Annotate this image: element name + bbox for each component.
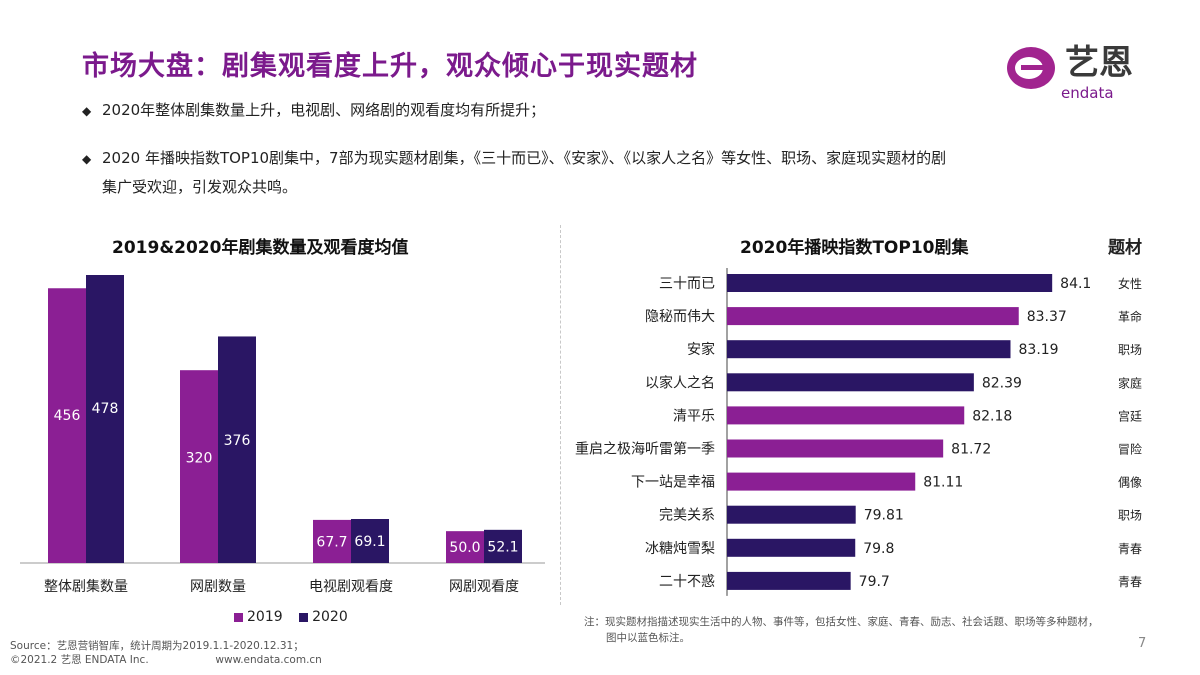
bullet-2-continuation: 集广受欢迎，引发观众共鸣。 bbox=[102, 178, 298, 196]
bar-label-2020-2: 69.1 bbox=[354, 534, 385, 550]
bar-label-2019-1: 320 bbox=[186, 451, 213, 467]
hbar-value-5: 81.72 bbox=[951, 442, 991, 458]
drama-name-1: 隐秘而伟大 bbox=[645, 309, 715, 325]
theme-label-6: 偶像 bbox=[1118, 476, 1142, 490]
legend-item-2020: 2020 bbox=[299, 609, 348, 625]
bar-label-2019-2: 67.7 bbox=[316, 534, 347, 550]
drama-name-4: 清平乐 bbox=[673, 408, 715, 424]
drama-name-5: 重启之极海听雷第一季 bbox=[575, 441, 715, 458]
hbar-value-3: 82.39 bbox=[982, 375, 1022, 391]
bullet-2-text: 2020 年播映指数TOP10剧集中，7部为现实题材剧集，《三十而已》、《安家》… bbox=[102, 149, 947, 167]
hbar-value-6: 81.11 bbox=[923, 475, 963, 491]
legend-item-2019: 2019 bbox=[234, 609, 283, 625]
bar-label-2020-1: 376 bbox=[224, 433, 251, 449]
legend-label-2020: 2020 bbox=[312, 609, 348, 625]
bar-2020-1 bbox=[218, 336, 256, 563]
theme-label-8: 青春 bbox=[1118, 542, 1142, 556]
logo-cn-text: 艺恩 bbox=[1065, 43, 1133, 83]
theme-label-9: 青春 bbox=[1118, 575, 1142, 589]
theme-label-2: 职场 bbox=[1118, 343, 1142, 357]
category-label-0: 整体剧集数量 bbox=[44, 578, 128, 595]
source-line-1: Source：艺恩营销智库，统计周期为2019.1.1-2020.12.31； bbox=[10, 640, 304, 652]
drama-name-9: 二十不惑 bbox=[659, 574, 715, 590]
theme-label-0: 女性 bbox=[1118, 276, 1142, 291]
legend: 2019 2020 bbox=[234, 609, 360, 625]
hbar-9 bbox=[727, 571, 851, 590]
drama-name-8: 冰糖炖雪梨 bbox=[645, 541, 715, 557]
hbar-4 bbox=[727, 406, 965, 425]
bar-label-2019-0: 456 bbox=[54, 408, 81, 424]
bar-label-2020-3: 52.1 bbox=[487, 539, 518, 555]
legend-label-2019: 2019 bbox=[247, 609, 283, 625]
hbar-6 bbox=[727, 472, 916, 491]
hbar-5 bbox=[727, 439, 944, 458]
drama-name-0: 三十而已 bbox=[659, 276, 715, 292]
category-label-3: 网剧观看度 bbox=[449, 579, 519, 595]
legend-swatch-2020 bbox=[299, 612, 309, 622]
hbar-value-7: 79.81 bbox=[864, 508, 904, 524]
logo-en-text: endata bbox=[1061, 84, 1114, 102]
chart-divider bbox=[560, 225, 561, 605]
theme-label-1: 革命 bbox=[1118, 309, 1142, 324]
hbar-value-9: 79.7 bbox=[859, 574, 890, 590]
bullet-1: ◆ 2020年整体剧集数量上升，电视剧、网络剧的观看度均有所提升； bbox=[82, 96, 545, 125]
theme-label-7: 职场 bbox=[1118, 509, 1142, 523]
left-bar-chart: 456 478 整体剧集数量 320 376 网剧数量 67.7 69.1 电视剧观看度 50.0… bbox=[20, 275, 545, 595]
hbar-value-1: 83.37 bbox=[1027, 309, 1067, 325]
page-title: 市场大盘：剧集观看度上升，观众倾心于现实题材 bbox=[82, 51, 698, 82]
hbar-value-0: 84.1 bbox=[1060, 276, 1091, 292]
bar-2019-3 bbox=[446, 531, 484, 563]
bar-2020-3 bbox=[484, 529, 522, 563]
hbar-2 bbox=[727, 340, 1011, 359]
hbar-value-2: 83.19 bbox=[1019, 342, 1059, 358]
bar-2019-0 bbox=[48, 288, 86, 563]
bar-2019-1 bbox=[180, 370, 218, 563]
hbar-value-4: 82.18 bbox=[972, 408, 1012, 424]
page-number: 7 bbox=[1138, 636, 1147, 651]
source-text: Source：艺恩营销智库，统计周期为2019.1.1-2020.12.31； … bbox=[10, 639, 322, 667]
bullet-1-text: 2020年整体剧集数量上升，电视剧、网络剧的观看度均有所提升； bbox=[102, 101, 546, 119]
footnote-line-2: 图中以蓝色标注。 bbox=[606, 632, 690, 644]
right-chart-title: 2020年播映指数TOP10剧集 bbox=[740, 238, 969, 258]
bar-label-2019-3: 50.0 bbox=[449, 540, 480, 556]
bar-2020-0 bbox=[86, 275, 124, 563]
category-label-1: 网剧数量 bbox=[190, 579, 246, 595]
legend-swatch-2019 bbox=[234, 612, 243, 622]
bar-2019-2 bbox=[313, 519, 351, 563]
hbar-3 bbox=[727, 373, 974, 392]
hbar-1 bbox=[727, 307, 1019, 326]
drama-name-2: 安家 bbox=[687, 341, 715, 358]
theme-label-3: 家庭 bbox=[1118, 375, 1142, 390]
drama-name-3: 以家人之名 bbox=[645, 374, 715, 391]
diamond-icon: ◆ bbox=[82, 152, 92, 166]
theme-label-5: 冒险 bbox=[1118, 442, 1142, 457]
drama-name-7: 完美关系 bbox=[659, 508, 715, 524]
bar-label-2020-0: 478 bbox=[92, 401, 119, 417]
bar-2020-2 bbox=[351, 519, 389, 563]
left-chart-title: 2019&2020年剧集数量及观看度均值 bbox=[112, 238, 409, 258]
bullet-2: ◆ 2020 年播映指数TOP10剧集中，7部为现实题材剧集，《三十而已》、《安家… bbox=[82, 144, 1142, 201]
diamond-icon: ◆ bbox=[82, 104, 92, 118]
category-label-2: 电视剧观看度 bbox=[309, 579, 393, 595]
drama-name-6: 下一站是幸福 bbox=[631, 475, 715, 491]
hbar-0 bbox=[727, 274, 1053, 292]
footnote-line-1: 注：现实题材指描述现实生活中的人物、事件等，包括女性、家庭、青春、励志、社会话题… bbox=[584, 616, 1099, 628]
hbar-8 bbox=[727, 538, 856, 557]
theme-label-4: 宫廷 bbox=[1118, 408, 1142, 423]
hbar-7 bbox=[727, 505, 856, 524]
source-line-2: ©2021.2 艺恩 ENDATA Inc. www.endata.com.cn bbox=[10, 654, 322, 666]
hbar-value-8: 79.8 bbox=[863, 541, 894, 557]
endata-logo: 艺恩 endata bbox=[1007, 43, 1133, 102]
theme-column-header: 题材 bbox=[1108, 238, 1142, 258]
footnote: 注：现实题材指描述现实生活中的人物、事件等，包括女性、家庭、青春、励志、社会话题… bbox=[584, 614, 1194, 646]
